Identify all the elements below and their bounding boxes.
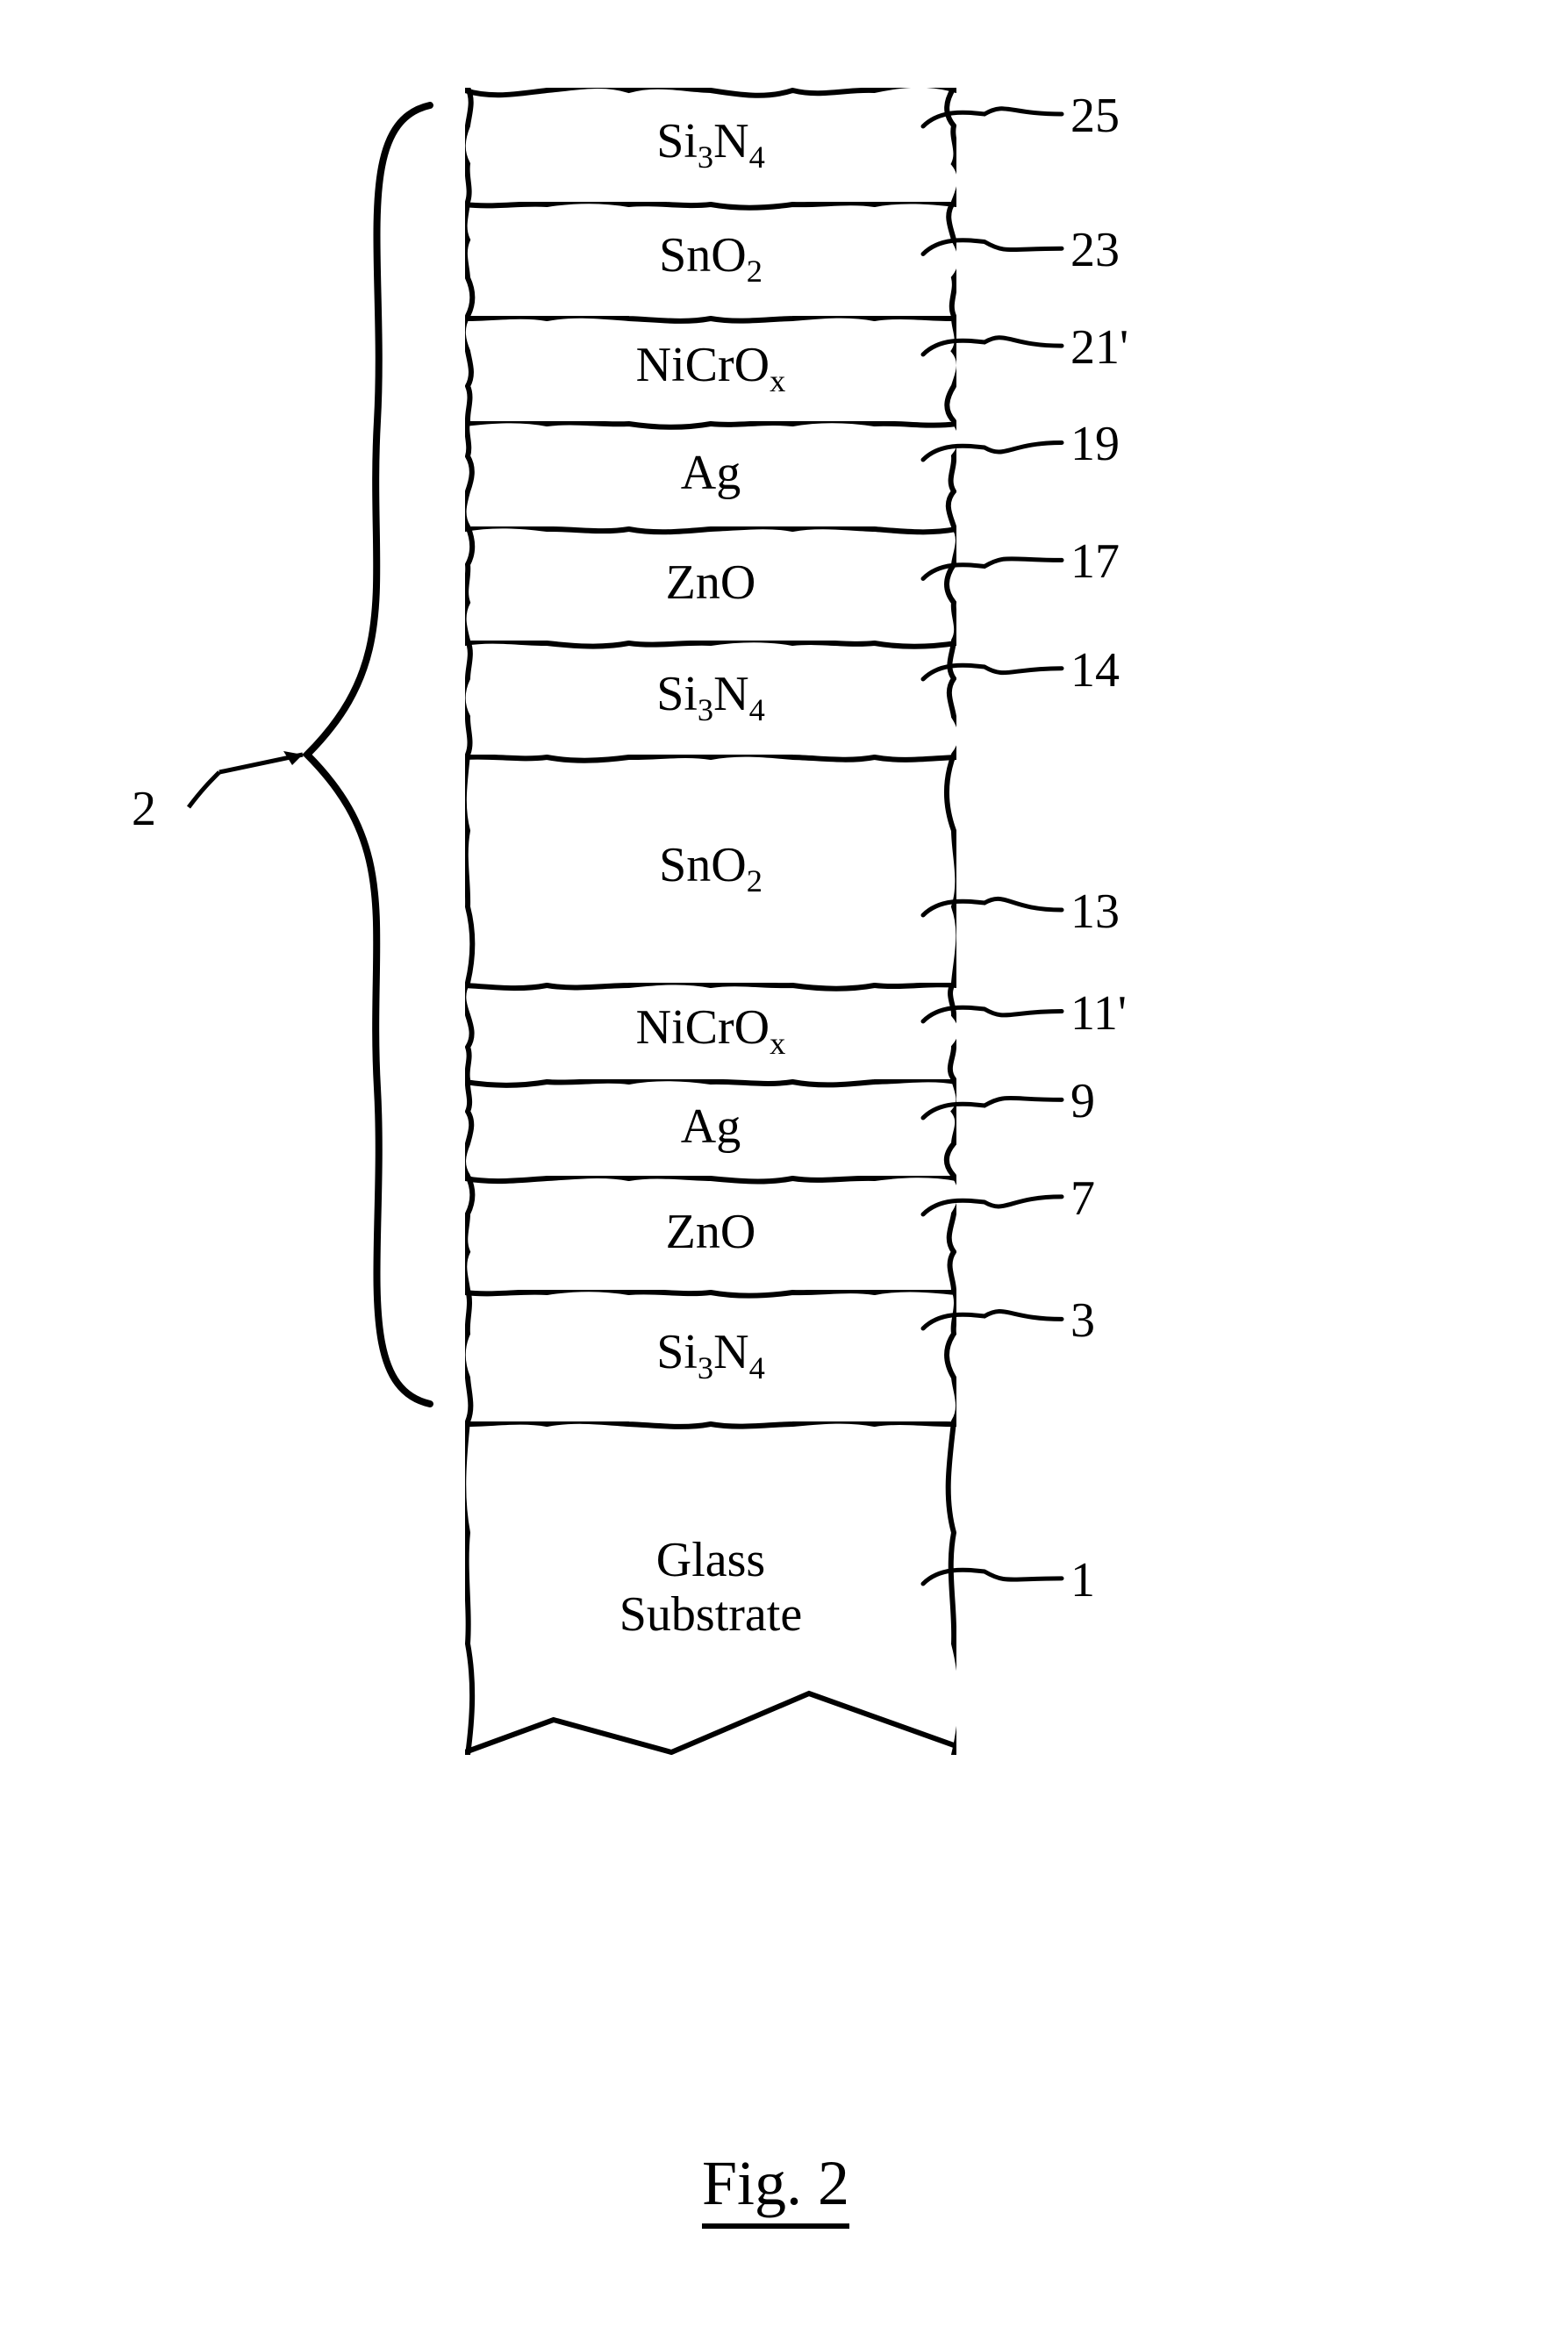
ref-label: 13 — [1070, 884, 1120, 940]
layer-formula: GlassSubstrate — [619, 1534, 802, 1642]
ref-label: 25 — [1070, 88, 1120, 144]
ref-label: 19 — [1070, 416, 1120, 472]
ref-label: 17 — [1070, 533, 1120, 590]
ref-label: 1 — [1070, 1552, 1095, 1608]
layer-formula: ZnO — [666, 1206, 756, 1260]
ref-label: 21' — [1070, 319, 1128, 376]
layer-formula: Si3N4 — [656, 1326, 765, 1385]
ref-label: 3 — [1070, 1292, 1095, 1349]
ref-label: 23 — [1070, 222, 1120, 278]
layer-formula: SnO2 — [659, 839, 763, 899]
ref-label: 7 — [1070, 1171, 1095, 1227]
ref-label: 14 — [1070, 642, 1120, 698]
layer-formula: Si3N4 — [656, 115, 765, 175]
layer-formula: NiCrOx — [636, 339, 786, 398]
figure-caption: Fig. 2 — [702, 2147, 849, 2229]
ref-label: 9 — [1070, 1073, 1095, 1129]
layer-formula: Ag — [681, 1100, 741, 1155]
figure-caption-text: Fig. 2 — [702, 2147, 849, 2229]
ref-label: 11' — [1070, 985, 1127, 1042]
layer-formula: NiCrOx — [636, 1001, 786, 1061]
layer-formula: SnO2 — [659, 229, 763, 289]
layer-formula: Ag — [681, 447, 741, 501]
layer-formula: ZnO — [666, 556, 756, 611]
layer-formula: Si3N4 — [656, 668, 765, 727]
